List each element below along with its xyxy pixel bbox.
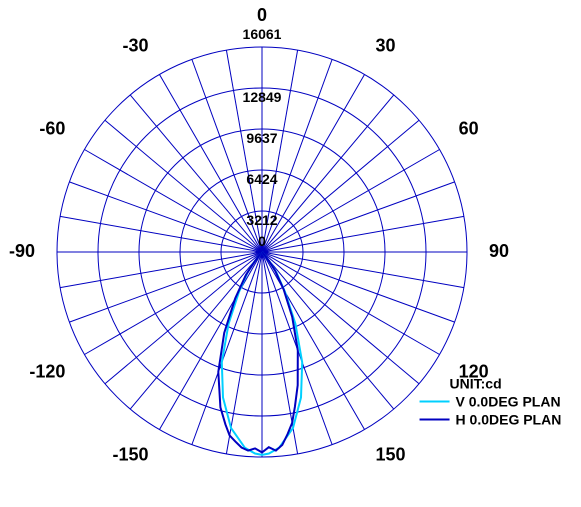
legend: UNIT:cd V 0.0DEG PLAN H 0.0DEG PLAN bbox=[420, 376, 562, 428]
radial-tick-label: 6424 bbox=[246, 171, 277, 187]
angle-tick-label: 0 bbox=[257, 5, 267, 25]
polar-chart: 0 3212 6424 9637 12849 16061 -150 -120 -90 -60 -3… bbox=[0, 0, 581, 507]
angle-tick-label: 30 bbox=[376, 35, 396, 55]
legend-entry-label: V 0.0DEG PLAN bbox=[456, 394, 561, 410]
angle-tick-label: 90 bbox=[489, 241, 509, 261]
angle-tick-label: -90 bbox=[9, 241, 35, 261]
angle-tick-label: 60 bbox=[459, 119, 479, 139]
legend-entry-label: H 0.0DEG PLAN bbox=[456, 412, 562, 428]
legend-unit: UNIT:cd bbox=[450, 376, 502, 392]
radial-tick-label: 9637 bbox=[246, 130, 277, 146]
radial-tick-label: 0 bbox=[258, 233, 266, 249]
radial-tick-label: 16061 bbox=[243, 26, 282, 42]
angle-tick-label: 150 bbox=[376, 445, 406, 465]
radial-tick-label: 3212 bbox=[246, 212, 277, 228]
angle-tick-label: -150 bbox=[112, 445, 148, 465]
angle-tick-label: -30 bbox=[122, 35, 148, 55]
angle-tick-label: -120 bbox=[29, 362, 65, 382]
radial-tick-label: 12849 bbox=[243, 89, 282, 105]
angle-tick-label: -60 bbox=[39, 119, 65, 139]
